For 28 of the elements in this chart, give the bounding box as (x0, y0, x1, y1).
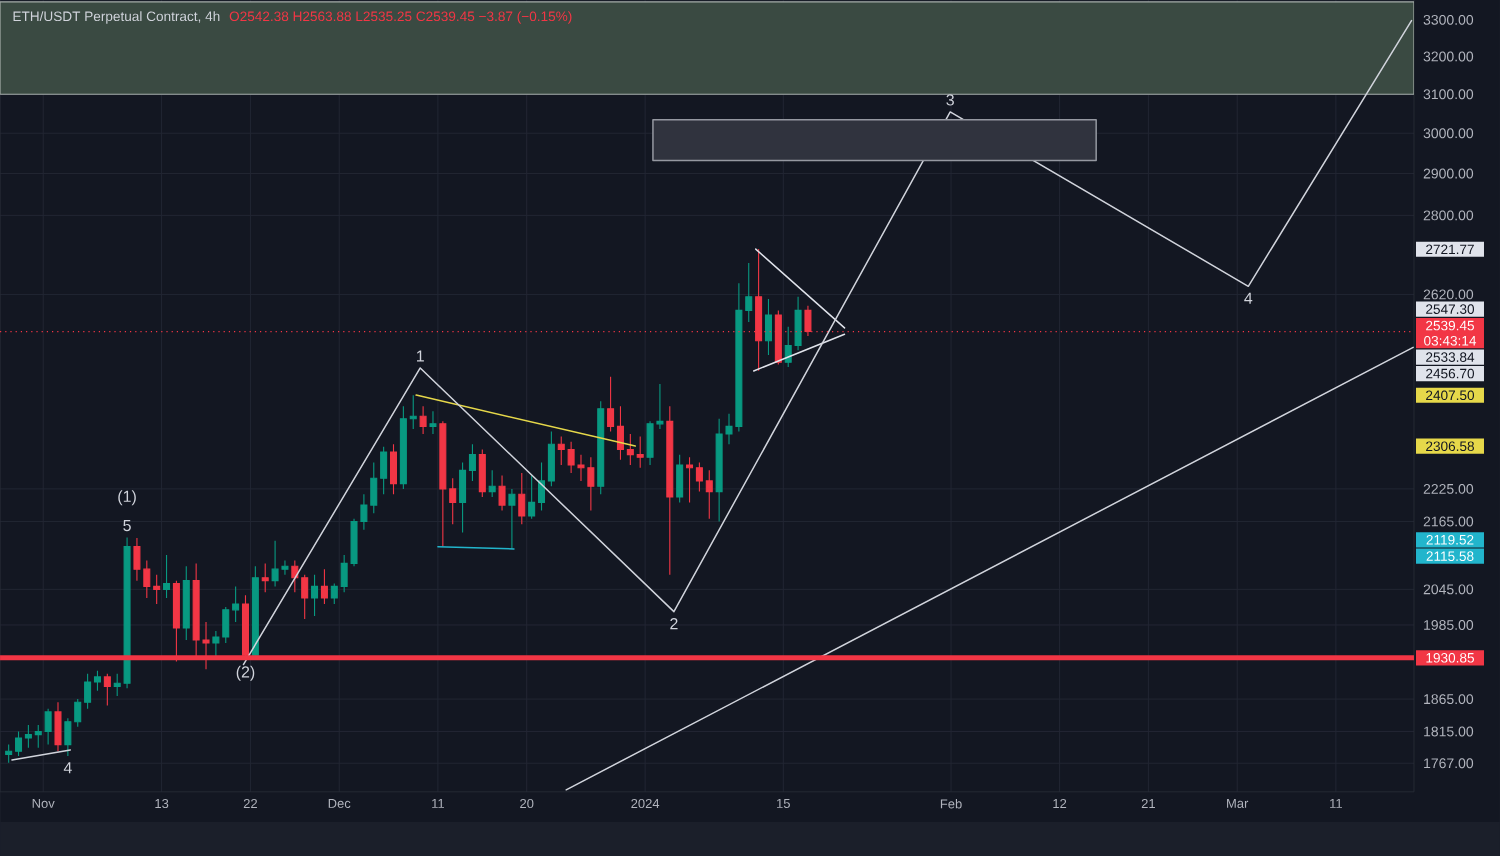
annotation: 4 (1244, 292, 1253, 304)
annotation: (2) (236, 665, 255, 681)
candlestick (488, 469, 496, 498)
candlestick (518, 472, 526, 525)
annotation: 4 (63, 762, 72, 774)
candlestick (597, 400, 605, 495)
candlestick (261, 562, 269, 593)
annotation: 1 (417, 350, 424, 362)
candlestick (182, 565, 190, 641)
candlestick (54, 701, 62, 752)
candlestick (311, 574, 319, 617)
candlestick (764, 298, 772, 356)
candlestick (320, 568, 328, 605)
candlestick (429, 410, 437, 435)
candlestick (419, 405, 427, 435)
candlestick (478, 448, 486, 498)
candlestick (666, 405, 674, 576)
candlestick (163, 554, 171, 599)
annotation: 5 (123, 519, 131, 532)
candlestick (676, 454, 684, 503)
candlestick (508, 488, 516, 550)
annotation: 3 (946, 94, 954, 106)
candlestick (251, 565, 259, 659)
annotation: (1) (118, 490, 136, 506)
candlestick (103, 673, 111, 706)
candlestick (498, 475, 506, 512)
candlestick (389, 443, 398, 495)
annotation: 2 (670, 618, 678, 630)
